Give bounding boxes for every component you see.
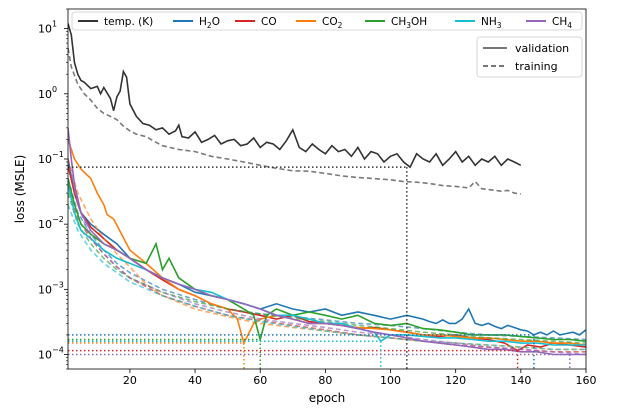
legend-label-nh3: NH3 xyxy=(481,16,502,30)
y-tick-label-1: 10 xyxy=(38,23,52,36)
x-tick-label-140: 140 xyxy=(510,374,531,387)
style-legend: validation training xyxy=(476,36,583,78)
plot-frame xyxy=(67,8,587,370)
y-tick-exponent-1: 1 xyxy=(52,20,57,29)
series-group xyxy=(68,23,586,356)
y-tick-exponent-−1: −1 xyxy=(52,150,64,159)
series-legend-box xyxy=(71,11,583,31)
legend-label-ch3oh: CH3OH xyxy=(391,16,427,30)
y-tick-exponent-−2: −2 xyxy=(52,215,64,224)
x-tick-label-80: 80 xyxy=(318,374,332,387)
x-tick-label-160: 160 xyxy=(576,374,597,387)
legends: temp. (K) H2O CO CO2 CH3OH NH3 CH4 validation tr… xyxy=(71,11,583,78)
y-axis-label: loss (MSLE) xyxy=(13,155,27,224)
legend-label-h2o: H2O xyxy=(199,16,220,30)
series-line-nh3-training xyxy=(68,204,586,351)
x-tick-label-100: 100 xyxy=(380,374,401,387)
x-tick-label-120: 120 xyxy=(445,374,466,387)
y-tick-label-−3: 10 xyxy=(38,283,52,296)
x-tick-label-20: 20 xyxy=(123,374,137,387)
x-tick-label-40: 40 xyxy=(188,374,202,387)
y-tick-exponent-−4: −4 xyxy=(52,346,64,355)
x-tick-label-60: 60 xyxy=(253,374,267,387)
series-line-nh3-validation xyxy=(68,184,586,346)
y-tick-label-−2: 10 xyxy=(38,218,52,231)
best-epoch-markers xyxy=(68,166,571,369)
series-legend: temp. (K) H2O CO CO2 CH3OH NH3 CH4 xyxy=(71,11,583,31)
series-line-undefined-validation xyxy=(68,23,522,169)
series-line-ch4-training xyxy=(68,158,586,356)
y-tick-label-−1: 10 xyxy=(38,153,52,166)
y-tick-label-0: 10 xyxy=(38,88,52,101)
style-legend-label-training: training xyxy=(515,60,558,73)
series-line-ch4-validation xyxy=(68,127,586,356)
legend-label-co2: CO2 xyxy=(322,16,343,30)
y-tick-exponent-0: 0 xyxy=(52,85,57,94)
style-legend-label-validation: validation xyxy=(515,42,569,55)
legend-label-ch4: CH4 xyxy=(552,16,572,30)
x-axis-label: epoch xyxy=(309,391,346,405)
legend-label-co: CO xyxy=(261,16,277,28)
series-line-ch3oh-validation xyxy=(68,178,586,343)
y-tick-exponent-−3: −3 xyxy=(52,280,64,289)
y-tick-label-−4: 10 xyxy=(38,349,52,362)
legend-label-undefined: temp. (K) xyxy=(104,16,153,28)
